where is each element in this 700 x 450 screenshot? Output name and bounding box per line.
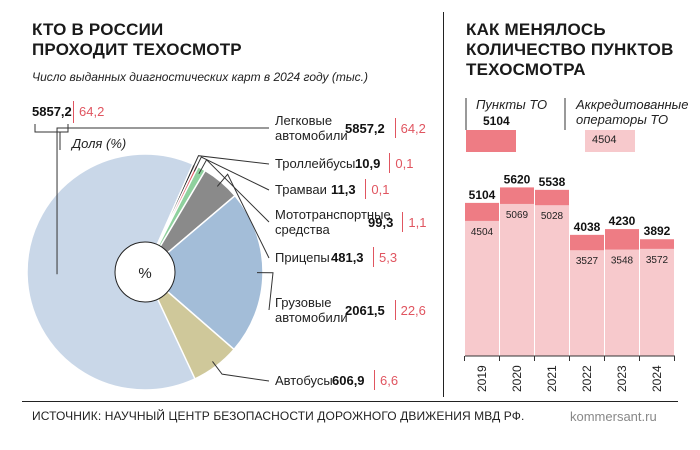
- bar-accredited: [570, 250, 604, 356]
- key-percent: 64,2: [79, 104, 105, 119]
- pie-label-percent: 6,6: [380, 373, 399, 388]
- pie-leader-line: [56, 127, 269, 275]
- pie-leader-line: [212, 361, 270, 382]
- bar-accredited-label: 4504: [471, 227, 494, 238]
- bar-total-label: 4038: [574, 220, 601, 234]
- bar-accredited-label: 3527: [576, 256, 599, 267]
- pie-label-name: Автобусы: [275, 373, 333, 388]
- pie-leader-lines: [56, 127, 274, 382]
- pie-title-line1: КТО В РОССИИ: [32, 20, 164, 39]
- pie-label-value: 2061,5: [345, 303, 385, 318]
- key-percent-label: Доля (%): [72, 136, 127, 151]
- bar-accredited: [465, 220, 499, 356]
- pie-label-separator: [365, 179, 367, 199]
- pie-label-name-line2: автомобили: [275, 310, 348, 325]
- pie-leader-line: [216, 173, 270, 259]
- key-bracket-line: [34, 124, 69, 133]
- pie-subtitle: Число выданных диагностических карт в 20…: [32, 70, 368, 84]
- footer-divider: [22, 401, 678, 402]
- pie-label-name: Прицепы: [275, 250, 330, 265]
- pie-label-percent: 22,6: [400, 303, 426, 318]
- pie-label-name: Грузовые: [275, 295, 332, 310]
- pie-label-name: Мототранспортные: [275, 207, 391, 222]
- pie-label-name: Троллейбусы: [275, 156, 356, 171]
- pie-label-name-line2: автомобили: [275, 128, 348, 143]
- pie-label-value: 10,9: [355, 156, 381, 171]
- bar-accredited-label: 3548: [611, 256, 634, 267]
- key-value: 5857,2: [32, 104, 72, 119]
- bar-total-label: 5620: [504, 172, 531, 186]
- legend-total-swatch: [466, 130, 516, 152]
- pie-label-percent: 5,3: [379, 250, 398, 265]
- pie-label-name-line2: средства: [275, 222, 330, 237]
- legend-acc-label-line1: Аккредитованные: [576, 97, 689, 112]
- pie-label-percent: 1,1: [408, 215, 427, 230]
- bar-total-label: 5538: [539, 175, 566, 189]
- legend-acc-label-line2: операторы ТО: [576, 112, 669, 127]
- pie-title-line2: ПРОХОДИТ ТЕХОСМОТР: [32, 40, 242, 59]
- pie-label-percent: 0,1: [371, 182, 390, 197]
- pie-label-separator: [373, 247, 374, 267]
- bar-total-label: 5104: [469, 188, 496, 202]
- bar-title-line1: КАК МЕНЯЛОСЬ: [466, 20, 606, 39]
- pie-leader-line: [191, 155, 270, 171]
- bar-accredited-label: 3572: [646, 255, 669, 266]
- pie-label-name: Трамваи: [275, 182, 327, 197]
- pie-label-value: 11,3: [331, 182, 356, 197]
- bar-accredited-label: 5028: [541, 211, 564, 222]
- bar-accredited: [605, 249, 639, 356]
- pie-label-value: 606,9: [332, 373, 365, 388]
- legend-total-value: 5104: [483, 114, 510, 128]
- legend-total-label: Пункты ТО: [476, 97, 548, 112]
- section-divider: [443, 12, 444, 397]
- pie-label-value: 5857,2: [345, 121, 385, 136]
- bar-accredited: [500, 203, 534, 356]
- source-note: ИСТОЧНИК: НАУЧНЫЙ ЦЕНТР БЕЗОПАСНОСТИ ДОР…: [32, 409, 525, 423]
- bar-title-line3: ТЕХОСМОТРА: [466, 60, 586, 79]
- pie-leader-line: [193, 156, 270, 191]
- bar-year-label: 2021: [545, 365, 559, 392]
- pie-label-percent: 0,1: [395, 156, 414, 171]
- bar-year-label: 2024: [650, 365, 664, 392]
- pie-chart: %: [26, 124, 274, 391]
- bar-legend-marks: [465, 98, 635, 152]
- pie-label-separator: [374, 370, 375, 390]
- site-credit: kommersant.ru: [570, 409, 657, 424]
- pie-leader-line: [198, 158, 270, 223]
- bar-year-label: 2019: [475, 365, 489, 392]
- bar-chart: 5104 4504 2019 5620 5069 2020 5538 5028 2021 4038…: [464, 172, 675, 392]
- legend-acc-swatch: [585, 130, 635, 152]
- pie-label-percent: 64,2: [400, 121, 426, 136]
- pie-label-separator: [394, 118, 396, 138]
- bar-total-label: 4230: [609, 214, 636, 228]
- bar-year-label: 2022: [580, 365, 594, 392]
- bar-accredited: [535, 205, 569, 356]
- bar-year-label: 2020: [510, 365, 524, 392]
- pie-leader-line: [256, 272, 274, 311]
- bar-title-line2: КОЛИЧЕСТВО ПУНКТОВ: [466, 40, 674, 59]
- bar-accredited: [640, 248, 674, 356]
- pie-label-separator: [389, 153, 391, 173]
- bar-accredited-label: 5069: [506, 210, 529, 221]
- pie-center-circle: [114, 241, 176, 303]
- pie-label-separator: [402, 212, 404, 232]
- pie-center-label: %: [138, 265, 151, 282]
- bar-total-label: 3892: [644, 224, 671, 238]
- pie-slice: [26, 153, 200, 391]
- pie-label-separator: [394, 300, 396, 320]
- bar-year-label: 2023: [615, 365, 629, 392]
- key-separator: [73, 101, 74, 123]
- pie-label-value: 481,3: [331, 250, 364, 265]
- pie-label-name: Легковые: [275, 113, 333, 128]
- legend-acc-value: 4504: [592, 134, 617, 146]
- pie-label-value: 99,3: [368, 215, 394, 230]
